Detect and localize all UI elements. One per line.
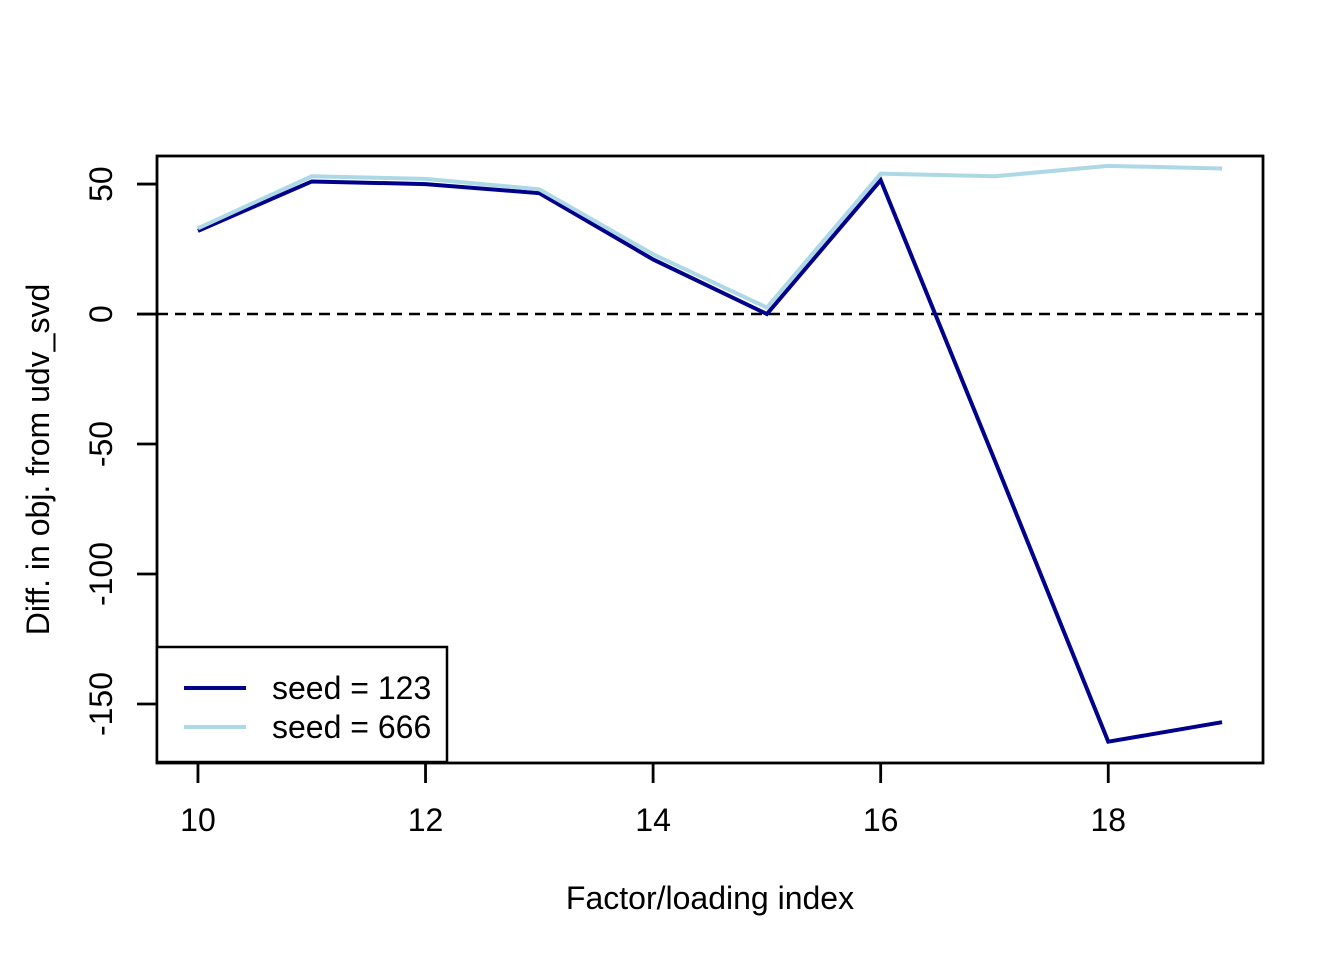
series-lines: [197, 163, 1223, 744]
x-tick-label: 16: [863, 802, 899, 838]
y-tick-label: -150: [83, 672, 119, 736]
y-tick-label: 50: [83, 166, 119, 202]
legend: seed = 123 seed = 666: [155, 645, 449, 764]
y-tick-label: 0: [83, 305, 119, 323]
legend-label-seed-666: seed = 666: [272, 709, 431, 745]
y-axis: 50 0 -50 -100 -150: [83, 166, 157, 736]
series-line-seed-666: [197, 163, 1223, 311]
x-axis: 10 12 14 16 18: [180, 763, 1126, 838]
plot-border: [155, 154, 1265, 765]
legend-label-seed-123: seed = 123: [272, 670, 431, 706]
y-tick-label: -100: [83, 542, 119, 606]
x-tick-label: 14: [635, 802, 671, 838]
series-line-seed-123: [197, 176, 1223, 744]
y-axis-title: Diff. in obj. from udv_svd: [20, 284, 56, 636]
x-tick-label: 18: [1090, 802, 1126, 838]
y-tick-label: -50: [83, 421, 119, 467]
x-tick-label: 10: [180, 802, 216, 838]
legend-box: [155, 645, 449, 764]
x-axis-title: Factor/loading index: [566, 880, 854, 916]
x-tick-label: 12: [408, 802, 444, 838]
